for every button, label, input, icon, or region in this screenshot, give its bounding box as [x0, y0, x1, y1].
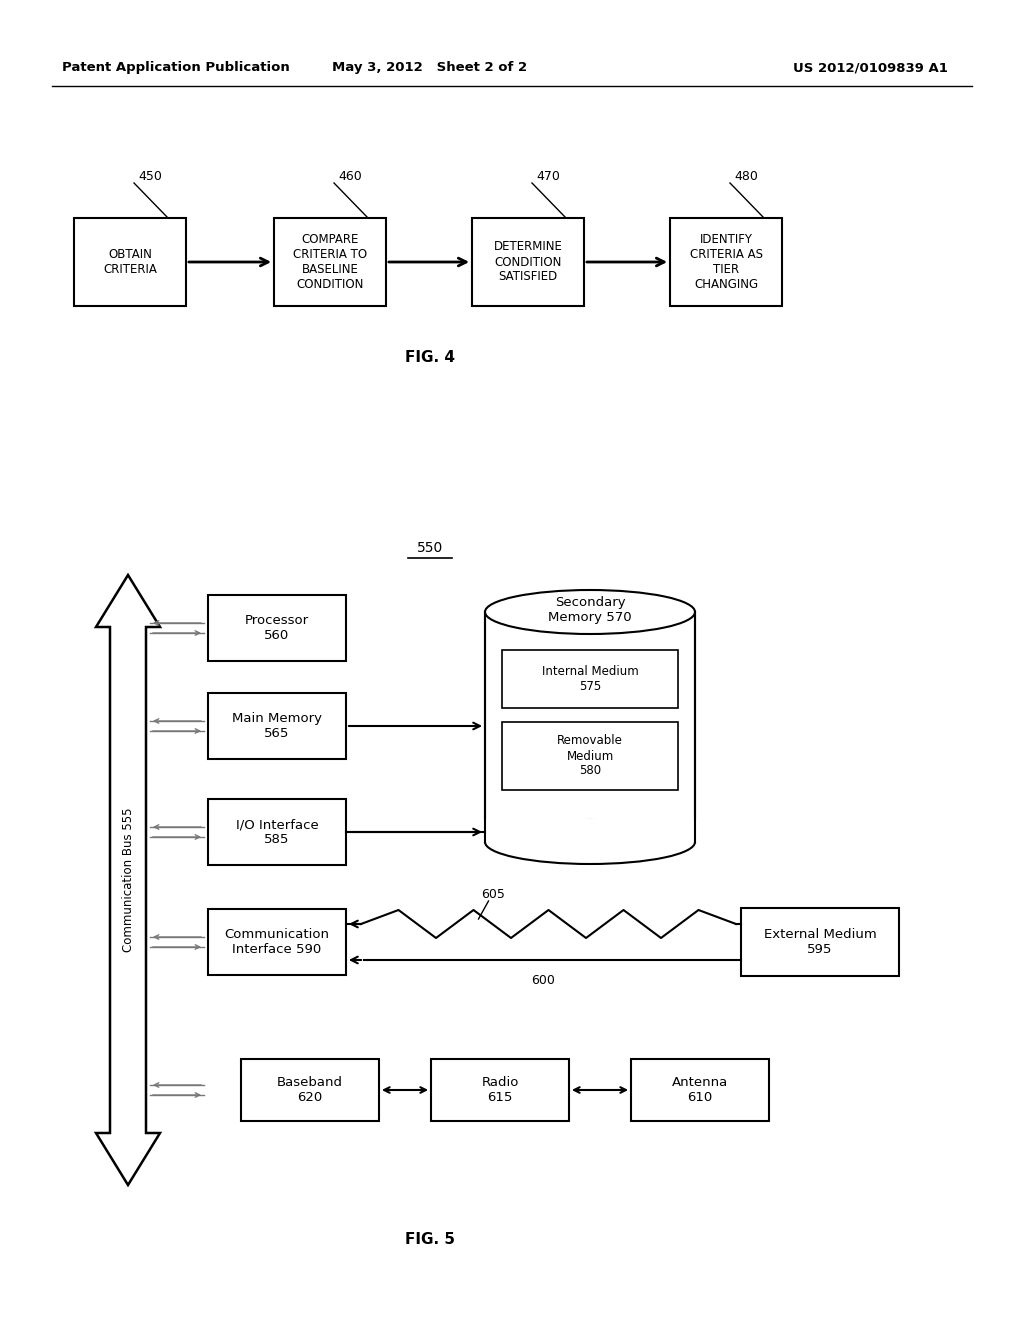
Bar — [208, 595, 346, 661]
Text: 480: 480 — [734, 169, 758, 182]
Text: FIG. 4: FIG. 4 — [406, 351, 455, 366]
Text: External Medium
595: External Medium 595 — [764, 928, 877, 956]
Text: OBTAIN
CRITERIA: OBTAIN CRITERIA — [103, 248, 157, 276]
Bar — [502, 722, 678, 789]
Text: 460: 460 — [338, 169, 361, 182]
Text: 450: 450 — [138, 169, 162, 182]
Text: Removable
Medium
580: Removable Medium 580 — [557, 734, 623, 777]
Text: Internal Medium
575: Internal Medium 575 — [542, 665, 638, 693]
Text: I/O Interface
585: I/O Interface 585 — [236, 818, 318, 846]
Text: 600: 600 — [531, 974, 555, 986]
Bar — [741, 908, 899, 975]
Text: 470: 470 — [536, 169, 560, 182]
Bar — [670, 218, 782, 306]
Polygon shape — [96, 576, 160, 1185]
Text: 550: 550 — [417, 541, 443, 554]
Bar — [208, 799, 346, 865]
Text: May 3, 2012   Sheet 2 of 2: May 3, 2012 Sheet 2 of 2 — [333, 62, 527, 74]
Bar — [74, 218, 186, 306]
Bar — [472, 218, 584, 306]
Ellipse shape — [485, 590, 695, 634]
Bar — [208, 909, 346, 975]
Text: COMPARE
CRITERIA TO
BASELINE
CONDITION: COMPARE CRITERIA TO BASELINE CONDITION — [293, 234, 367, 290]
Text: DETERMINE
CONDITION
SATISFIED: DETERMINE CONDITION SATISFIED — [494, 240, 562, 284]
Ellipse shape — [485, 820, 695, 865]
Bar — [485, 612, 695, 842]
Bar — [631, 1059, 769, 1121]
Bar — [241, 1059, 379, 1121]
Text: FIG. 5: FIG. 5 — [406, 1233, 455, 1247]
Text: Main Memory
565: Main Memory 565 — [232, 711, 322, 741]
Text: Communication
Interface 590: Communication Interface 590 — [224, 928, 330, 956]
Text: US 2012/0109839 A1: US 2012/0109839 A1 — [793, 62, 947, 74]
Bar — [502, 649, 678, 708]
Text: Patent Application Publication: Patent Application Publication — [62, 62, 290, 74]
Text: Communication Bus 555: Communication Bus 555 — [122, 808, 134, 952]
Text: Baseband
620: Baseband 620 — [278, 1076, 343, 1104]
Text: Secondary
Memory 570: Secondary Memory 570 — [548, 597, 632, 624]
Bar — [208, 693, 346, 759]
Text: 605: 605 — [481, 887, 506, 900]
Bar — [274, 218, 386, 306]
Text: Radio
615: Radio 615 — [481, 1076, 519, 1104]
Text: IDENTIFY
CRITERIA AS
TIER
CHANGING: IDENTIFY CRITERIA AS TIER CHANGING — [689, 234, 763, 290]
Bar — [431, 1059, 569, 1121]
Text: Processor
560: Processor 560 — [245, 614, 309, 642]
Text: Antenna
610: Antenna 610 — [672, 1076, 728, 1104]
Bar — [483, 818, 697, 842]
